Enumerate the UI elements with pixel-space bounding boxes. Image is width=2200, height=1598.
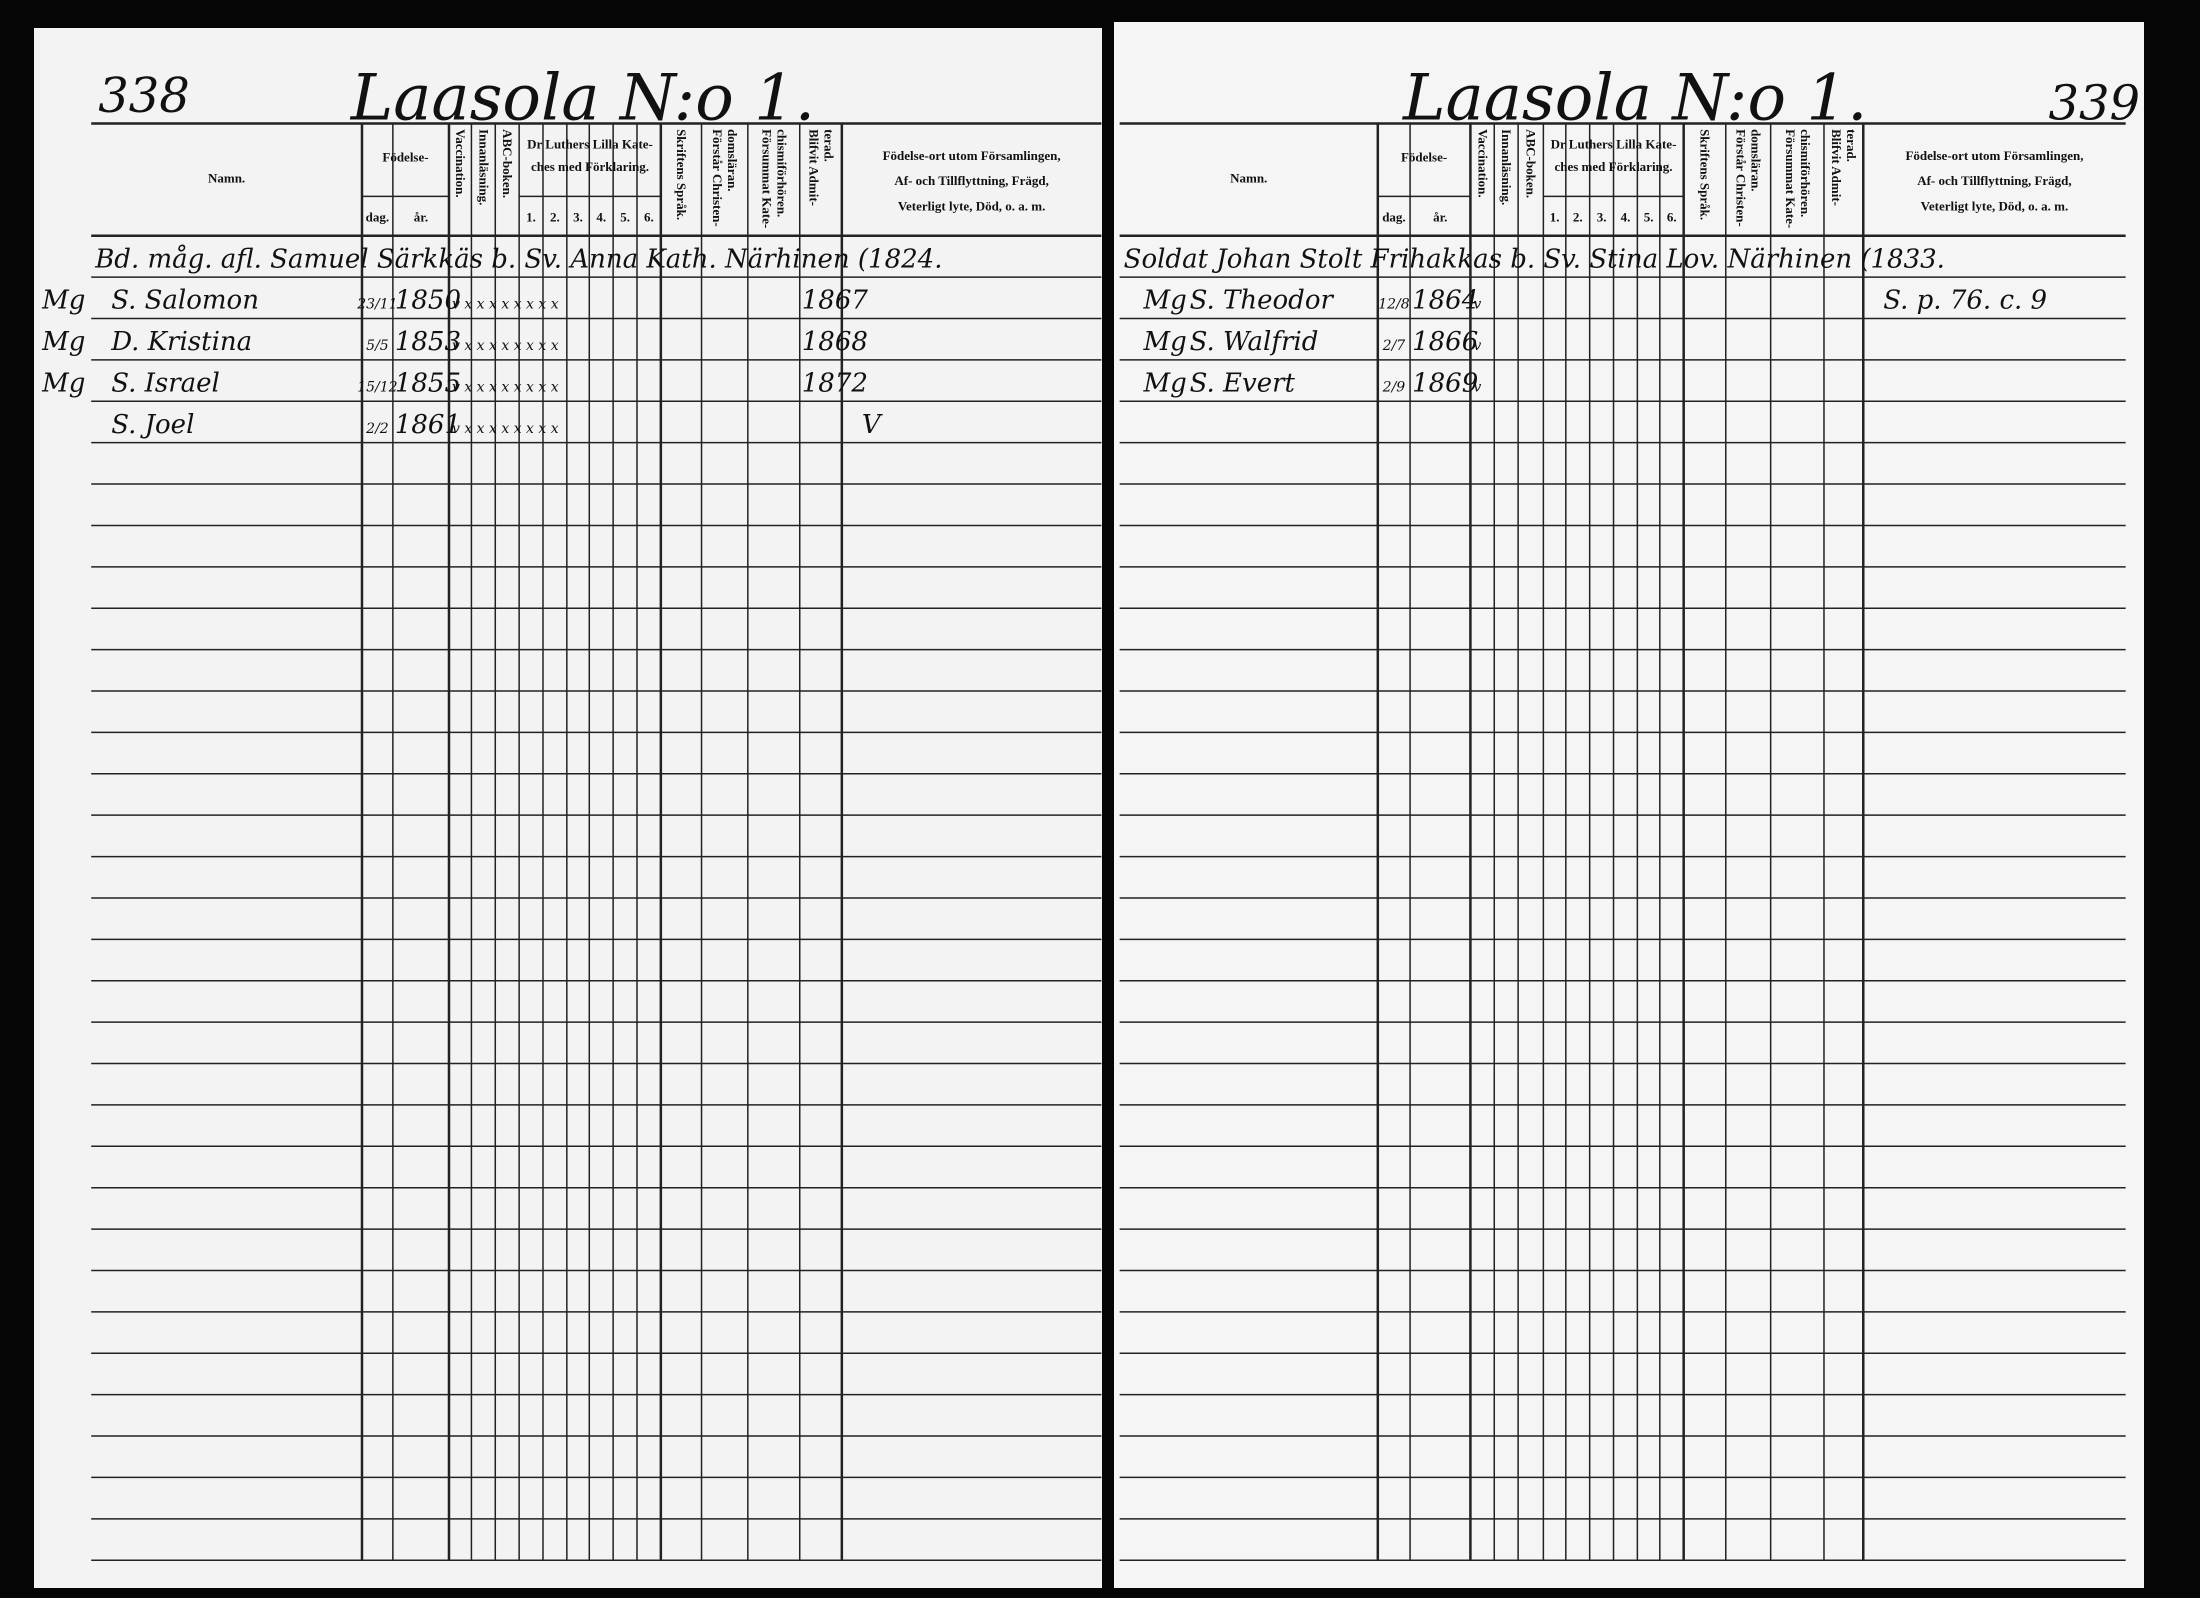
header-neglected: Försummat Kate- <box>759 129 774 228</box>
name: S. Salomon <box>111 286 259 316</box>
name: S. Evert <box>1190 368 1296 398</box>
header-part: 3. <box>1597 210 1607 225</box>
page-number: 339 <box>2048 75 2140 131</box>
header-remarks: Födelse-ort utom Församlingen, <box>1905 148 2083 163</box>
birth-day: 2/9 <box>1382 379 1406 395</box>
birth-day: 2/7 <box>1382 338 1406 354</box>
margin-note: Mg <box>41 368 85 398</box>
marks: v <box>1473 297 1481 313</box>
header-part: 4. <box>596 210 606 225</box>
header-catechism: ches med Förklaring. <box>531 159 649 174</box>
header-remarks: Veterligt lyte, Död, o. a. m. <box>898 198 1046 213</box>
header-part: 2. <box>1573 210 1583 225</box>
margin-note: Mg <box>41 327 85 357</box>
name: S. Joel <box>111 410 194 440</box>
birth-year: 1850 <box>395 286 461 316</box>
header-part: 2. <box>550 210 560 225</box>
header-understands: Förstår Christen- <box>710 129 725 227</box>
header-vaccination: Vaccination. <box>1475 129 1490 198</box>
margin-note: Mg <box>1142 327 1186 357</box>
header-part: 1. <box>526 210 536 225</box>
header-catechism: Dr Luthers Lilla Kate- <box>1551 137 1677 152</box>
name: S. Theodor <box>1190 286 1335 316</box>
birth-year: 1861 <box>395 410 461 440</box>
header-remarks: Födelse-ort utom Församlingen, <box>883 148 1061 163</box>
header-neglected: chismiförhören. <box>774 129 789 217</box>
header-understands: Förstår Christen- <box>1734 129 1749 227</box>
header-day: dag. <box>1382 210 1405 225</box>
name: S. Israel <box>111 368 220 398</box>
header-birth: Födelse- <box>382 149 428 164</box>
birth-day: 2/2 <box>365 421 389 437</box>
header-admitted: Blifvit Admit- <box>806 129 821 206</box>
margin-note: Mg <box>41 286 85 316</box>
header-admitted: terad. <box>1844 129 1859 162</box>
header-part: 6. <box>644 210 654 225</box>
birth-year: 1869 <box>1412 368 1478 398</box>
header-name: Namn. <box>1230 170 1267 185</box>
name: D. Kristina <box>110 327 252 357</box>
marks: v x x x x x x x x <box>452 379 559 395</box>
birth-day: 12/8 <box>1378 297 1410 313</box>
header-understands: domsläran. <box>725 129 740 191</box>
admitted: 1872 <box>802 368 868 398</box>
header-catechism: ches med Förklaring. <box>1554 159 1672 174</box>
header-neglected: Försummat Kate- <box>1783 129 1798 228</box>
header-scripture: Skriftens Språk. <box>1698 129 1713 220</box>
birth-day: 23/11 <box>356 297 397 313</box>
header-name: Namn. <box>208 170 245 185</box>
name: S. Walfrid <box>1190 327 1319 357</box>
header-part: 5. <box>620 210 630 225</box>
header-part: 4. <box>1621 210 1631 225</box>
marks: v x x x x x x x x <box>452 297 559 313</box>
header-reading: Innanläsning. <box>476 129 491 205</box>
right-sheet <box>1114 22 2144 1588</box>
page-number: 338 <box>98 68 190 124</box>
birth-year: 1864 <box>1412 286 1478 316</box>
header-vaccination: Vaccination. <box>453 129 468 198</box>
birth-year: 1866 <box>1412 327 1478 357</box>
header-reading: Innanläsning. <box>1499 129 1514 205</box>
header-part: 5. <box>1644 210 1654 225</box>
header-part: 3. <box>573 210 583 225</box>
admitted: 1868 <box>802 327 868 357</box>
header-year: år. <box>414 210 428 225</box>
marks: v x x x x x x x x <box>452 338 559 354</box>
header-admitted: Blifvit Admit- <box>1829 129 1844 206</box>
birth-day: 15/12 <box>357 379 397 395</box>
header-abc: ABC-boken. <box>500 129 515 198</box>
marks: v <box>1473 338 1481 354</box>
birth-year: 1853 <box>395 327 461 357</box>
birth-year: 1855 <box>395 368 461 398</box>
header-remarks: Veterligt lyte, Död, o. a. m. <box>1921 198 2069 213</box>
margin-note: Mg <box>1142 368 1186 398</box>
header-understands: domsläran. <box>1749 129 1764 191</box>
head-row: Bd. måg. afl. Samuel Särkkäs b. Sv. Anna… <box>94 243 942 274</box>
header-year: år. <box>1433 210 1447 225</box>
head-row: Soldat Johan Stolt Frihakkas b. Sv. Stin… <box>1124 244 1945 274</box>
marks: v <box>1473 379 1481 395</box>
header-remarks: Af- och Tillflyttning, Frägd, <box>894 173 1048 188</box>
header-scripture: Skriftens Språk. <box>674 129 689 220</box>
margin-note: Mg <box>1142 286 1186 316</box>
header-admitted: terad. <box>821 129 836 162</box>
header-catechism: Dr Luthers Lilla Kate- <box>527 137 653 152</box>
remarks: S. p. 76. c. 9 <box>1883 286 2047 316</box>
header-day: dag. <box>366 210 389 225</box>
header-part: 6. <box>1667 210 1677 225</box>
header-remarks: Af- och Tillflyttning, Frägd, <box>1917 173 2071 188</box>
marks: v x x x x x x x x <box>452 421 559 437</box>
admitted: 1867 <box>802 286 869 316</box>
header-birth: Födelse- <box>1401 149 1447 164</box>
left-sheet <box>34 28 1102 1588</box>
remarks: V <box>862 410 883 440</box>
header-part: 1. <box>1550 210 1560 225</box>
birth-day: 5/5 <box>366 338 389 354</box>
header-abc: ABC-boken. <box>1524 129 1539 198</box>
header-neglected: chismiförhören. <box>1798 129 1813 217</box>
